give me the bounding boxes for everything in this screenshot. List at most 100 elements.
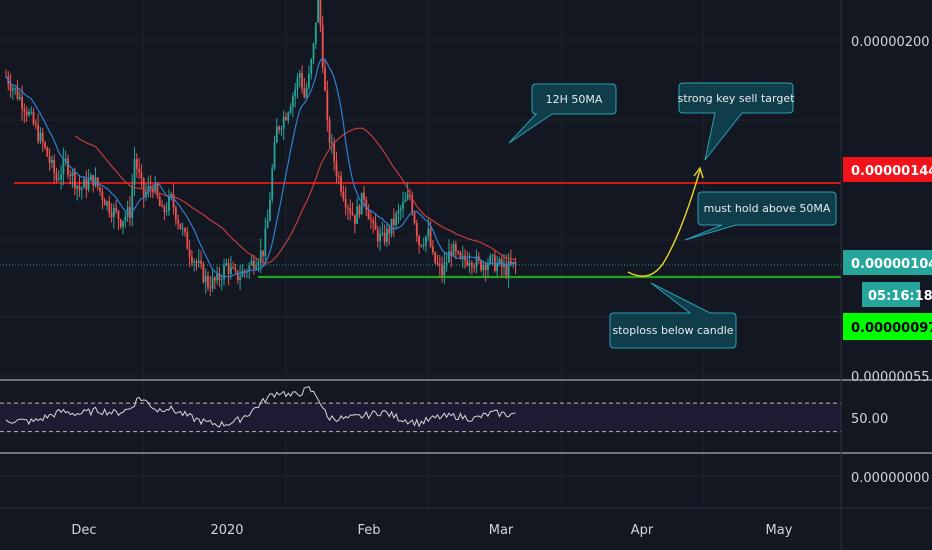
price-axis[interactable]: 0.00000200 0.00000055 0.00000000 50.00 [851, 35, 930, 486]
candle-body [266, 220, 269, 229]
candle-body [487, 263, 489, 271]
candle-body [269, 199, 271, 221]
candle-body [129, 207, 131, 218]
candle-body [425, 236, 427, 245]
projection-arrowhead [693, 166, 704, 179]
candle-body [289, 107, 292, 113]
countdown-tag: 05:16:18 [862, 282, 932, 307]
candle-body [473, 267, 476, 269]
candle-body [360, 192, 363, 215]
callout-hold-above-text: must hold above 50MA [704, 202, 831, 215]
candle-body [379, 233, 381, 242]
candle-body [112, 207, 115, 218]
candle-body [491, 255, 494, 257]
callout-hold-above[interactable]: must hold above 50MA [684, 191, 837, 241]
candle-body [452, 244, 455, 256]
callout-stoploss[interactable]: stoploss below candle [609, 282, 737, 349]
candle-body [67, 158, 69, 175]
candle-body [294, 89, 297, 97]
candle-body [227, 263, 230, 274]
time-axis[interactable]: Dec 2020 Feb Mar Apr May [71, 523, 792, 538]
candle-body [347, 207, 349, 209]
price-label-200: 0.00000200 [851, 35, 930, 50]
time-label-2020: 2020 [210, 523, 243, 538]
candle-body [264, 228, 267, 257]
candle-body [39, 132, 42, 142]
candle-body [450, 251, 453, 256]
candle-body [507, 261, 510, 276]
candle-body [232, 266, 235, 269]
candle-body [181, 228, 184, 230]
candle-body [399, 208, 402, 211]
candle-body [386, 228, 388, 243]
candle-body [60, 174, 62, 180]
callouts: 12H 50MA strong key sell target must hol… [508, 82, 837, 349]
candle-body [312, 43, 315, 60]
candle-body [305, 87, 308, 98]
candle-body [179, 223, 182, 229]
candle-body [413, 212, 416, 224]
svg-text:0.00000097: 0.00000097 [851, 321, 932, 336]
resistance-price-tag: 0.00000144 [843, 157, 932, 182]
candle-body [149, 186, 152, 189]
rsi-line [5, 385, 516, 428]
candle-body [216, 273, 219, 281]
candle-body [319, 0, 322, 26]
candle-body [190, 256, 193, 263]
candle-body [351, 212, 354, 215]
candle-body [209, 287, 212, 289]
candle-body [482, 264, 485, 271]
candle-body [328, 120, 331, 143]
candle-body [349, 208, 352, 213]
candle-body [457, 251, 460, 253]
candle-body [282, 116, 285, 129]
ma-20-line [5, 57, 516, 278]
candle-body [275, 126, 278, 143]
candle-body [9, 84, 12, 91]
candle-body [422, 244, 425, 246]
candle-body [252, 260, 255, 270]
candle-body [411, 195, 414, 213]
candle-body [503, 263, 505, 267]
callout-12h-50ma[interactable]: 12H 50MA [508, 83, 617, 144]
candle-body [34, 123, 37, 125]
candle-body [211, 277, 214, 289]
candle-body [330, 142, 333, 144]
candle-body [406, 194, 409, 200]
time-label-may: May [766, 523, 793, 538]
candle-body [90, 175, 92, 180]
candle-body [138, 169, 141, 173]
candle-body [101, 191, 104, 200]
callout-sell-target[interactable]: strong key sell target [678, 82, 795, 161]
projection-curve [627, 169, 701, 277]
candle-body [383, 232, 386, 243]
candle-body [108, 201, 111, 213]
time-label-mar: Mar [489, 523, 514, 538]
candle-body [333, 142, 336, 162]
price-label-55: 0.00000055 [851, 370, 930, 385]
candle-body [480, 260, 482, 271]
candle-body [273, 142, 276, 169]
candle-body [250, 260, 253, 265]
candle-body [124, 216, 127, 222]
candle-body [498, 259, 501, 264]
time-label-feb: Feb [357, 523, 380, 538]
candle-body [280, 128, 283, 130]
candle-body [186, 231, 189, 250]
candle-body [415, 223, 418, 237]
candle-body [248, 264, 251, 272]
candle-body [85, 179, 88, 190]
candle-body [225, 263, 228, 266]
candle-body [195, 261, 198, 264]
ma-50-line [74, 127, 516, 264]
candle-body [14, 88, 17, 90]
candle-body [223, 265, 225, 280]
support-price-tag: 0.00000097 [843, 313, 932, 340]
candle-body [390, 218, 393, 234]
candle-body [99, 187, 101, 192]
candle-body [220, 279, 223, 281]
candle-body [32, 111, 35, 124]
candle-body [174, 207, 177, 220]
callout-sell-target-text: strong key sell target [678, 92, 795, 105]
